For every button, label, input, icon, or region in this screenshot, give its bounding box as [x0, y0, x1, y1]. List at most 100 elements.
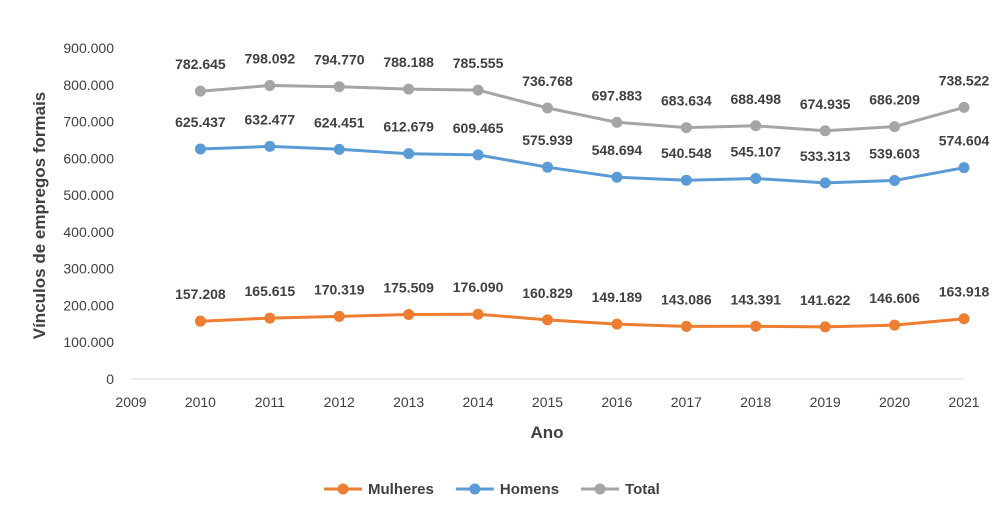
x-tick-label: 2017 — [671, 394, 702, 410]
data-point-mulheres — [750, 320, 762, 332]
data-label-homens: 548.694 — [592, 142, 643, 158]
data-point-total — [889, 121, 901, 133]
data-label-total: 782.645 — [175, 56, 226, 72]
data-label-homens: 533.313 — [800, 148, 851, 164]
legend-marker-homens — [469, 483, 481, 495]
x-axis-ticks: 2009 2010 2011 2012 2013 2014 2015 2016 2017 2018… — [115, 394, 979, 410]
legend-label-homens: Homens — [500, 481, 559, 498]
y-tick-label: 100.000 — [63, 334, 114, 350]
data-label-total: 785.555 — [453, 55, 504, 71]
data-label-mulheres: 149.189 — [592, 289, 643, 305]
data-point-homens — [264, 140, 276, 152]
data-label-homens: 540.548 — [661, 145, 712, 161]
data-point-homens — [680, 174, 692, 186]
legend-item-homens: Homens — [455, 481, 559, 498]
data-label-homens: 625.437 — [175, 114, 226, 130]
y-axis-title-group: Vínculos de empregos formais — [30, 92, 49, 340]
data-label-total: 686.209 — [869, 92, 920, 108]
legend-item-mulheres: Mulheres — [324, 481, 434, 498]
data-label-mulheres: 143.086 — [661, 291, 712, 307]
legend-label-mulheres: Mulheres — [368, 481, 434, 498]
data-point-mulheres — [611, 318, 623, 330]
data-labels-group: 157.208 165.615 170.319 175.509 176.090 160.8… — [175, 50, 989, 307]
legend: Mulheres Homens Total — [324, 481, 660, 498]
data-point-total — [680, 122, 692, 134]
data-label-mulheres: 143.391 — [730, 291, 781, 307]
data-point-total — [264, 79, 276, 91]
data-label-total: 738.522 — [939, 72, 990, 88]
data-point-mulheres — [403, 308, 415, 320]
x-tick-label: 2010 — [185, 394, 216, 410]
data-point-mulheres — [333, 310, 345, 322]
x-axis-title: Ano — [530, 423, 563, 442]
y-tick-label: 300.000 — [63, 261, 114, 277]
data-point-mulheres — [819, 321, 831, 333]
data-label-total: 683.634 — [661, 93, 712, 109]
y-tick-label: 900.000 — [63, 40, 114, 56]
data-label-homens: 574.604 — [939, 133, 990, 149]
legend-marker-total — [594, 483, 606, 495]
x-tick-label: 2013 — [393, 394, 424, 410]
data-point-homens — [194, 143, 206, 155]
data-point-mulheres — [680, 320, 692, 332]
x-tick-label: 2011 — [255, 394, 285, 410]
y-tick-label: 600.000 — [63, 150, 114, 166]
y-tick-label: 500.000 — [63, 187, 114, 203]
legend-item-total: Total — [581, 481, 660, 498]
data-point-total — [403, 83, 415, 95]
data-point-total — [333, 81, 345, 93]
data-label-homens: 624.451 — [314, 114, 365, 130]
data-label-mulheres: 157.208 — [175, 286, 226, 302]
x-tick-label: 2020 — [879, 394, 910, 410]
data-label-total: 798.092 — [245, 50, 296, 66]
data-point-homens — [403, 148, 415, 160]
data-point-total — [611, 116, 623, 128]
data-point-mulheres — [958, 313, 970, 325]
y-tick-label: 0 — [106, 371, 114, 387]
data-label-homens: 539.603 — [869, 146, 920, 162]
y-axis-ticks: 0 100.000 200.000 300.000 400.000 500.000 600.… — [63, 40, 114, 387]
data-point-homens — [542, 161, 553, 173]
data-point-total — [194, 85, 206, 97]
data-label-total: 788.188 — [383, 54, 434, 70]
data-label-mulheres: 160.829 — [522, 285, 573, 301]
data-label-total: 736.768 — [522, 73, 573, 89]
data-point-mulheres — [889, 319, 901, 331]
data-label-mulheres: 175.509 — [383, 279, 434, 295]
data-label-mulheres: 165.615 — [245, 283, 296, 299]
x-tick-label: 2018 — [740, 394, 771, 410]
data-label-mulheres: 146.606 — [869, 290, 920, 306]
data-label-mulheres: 141.622 — [800, 292, 851, 308]
x-tick-label: 2019 — [810, 394, 841, 410]
y-tick-label: 800.000 — [63, 77, 114, 93]
data-point-total — [819, 125, 831, 137]
y-axis-title: Vínculos de empregos formais — [30, 92, 49, 340]
series-group — [194, 79, 970, 333]
x-tick-label: 2014 — [463, 394, 494, 410]
data-label-total: 688.498 — [730, 91, 781, 107]
legend-label-total: Total — [625, 481, 660, 498]
y-tick-label: 400.000 — [63, 224, 114, 240]
y-tick-label: 700.000 — [63, 114, 114, 130]
data-label-total: 794.770 — [314, 52, 365, 68]
data-point-total — [542, 102, 553, 114]
x-tick-label: 2016 — [601, 394, 632, 410]
data-label-homens: 575.939 — [522, 132, 573, 148]
data-point-homens — [333, 143, 345, 155]
series-line-homens — [198, 144, 966, 185]
series-line-total — [198, 84, 966, 133]
legend-marker-mulheres — [337, 483, 349, 495]
data-point-mulheres — [542, 314, 553, 326]
series-line-mulheres — [198, 312, 966, 329]
data-point-homens — [958, 162, 970, 174]
x-tick-label: 2015 — [532, 394, 563, 410]
x-tick-label: 2012 — [324, 394, 355, 410]
data-point-total — [750, 120, 762, 132]
data-label-total: 697.883 — [592, 87, 643, 103]
data-label-homens: 612.679 — [383, 119, 434, 135]
data-point-homens — [889, 175, 901, 187]
data-point-homens — [472, 149, 484, 161]
data-label-total: 674.935 — [800, 96, 851, 112]
